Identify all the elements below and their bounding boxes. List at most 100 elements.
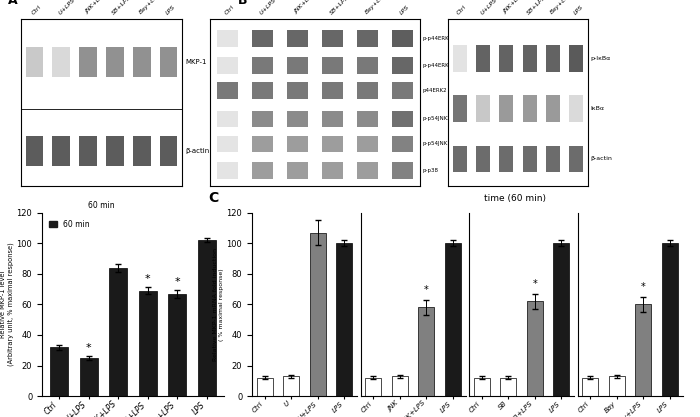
Bar [523, 146, 537, 172]
Text: JNK+LPS: JNK+LPS [85, 0, 107, 15]
Text: B: B [238, 0, 248, 7]
Bar [133, 47, 150, 77]
Bar [453, 95, 467, 122]
Bar [310, 233, 326, 396]
Text: p-p44ERK1: p-p44ERK1 [422, 36, 452, 41]
Bar [109, 268, 127, 396]
Text: JNK+LPS: JNK+LPS [503, 0, 526, 15]
Bar [392, 30, 413, 47]
Text: SB+LPS: SB+LPS [111, 0, 132, 15]
Text: β-actin: β-actin [591, 156, 612, 161]
Bar [662, 243, 678, 396]
Text: U+LPS: U+LPS [57, 0, 76, 15]
Text: *: * [174, 277, 180, 287]
Bar [287, 82, 308, 99]
Text: p-p44ERK2: p-p44ERK2 [422, 63, 452, 68]
Bar [392, 376, 407, 396]
Text: MKP-1: MKP-1 [186, 59, 206, 65]
Text: *: * [145, 274, 150, 284]
Text: C: C [208, 191, 218, 205]
Bar [80, 358, 97, 396]
Text: JNK+LPS: JNK+LPS [294, 0, 316, 15]
Bar [287, 30, 308, 47]
Bar [252, 136, 273, 152]
Bar [287, 57, 308, 74]
Bar [453, 146, 467, 172]
Bar [322, 136, 343, 152]
Bar [636, 304, 651, 396]
Bar [523, 45, 537, 72]
Bar [287, 136, 308, 152]
Bar [252, 111, 273, 127]
Bar [322, 162, 343, 179]
Text: β-actin: β-actin [186, 148, 209, 153]
Bar [106, 47, 124, 77]
Bar [609, 376, 624, 396]
Bar [50, 347, 68, 396]
Text: Bay+LPS: Bay+LPS [364, 0, 388, 15]
Text: *: * [641, 282, 645, 292]
Bar [287, 111, 308, 127]
Bar [569, 146, 583, 172]
Bar [357, 30, 378, 47]
Bar [322, 82, 343, 99]
Text: U+LPS: U+LPS [259, 0, 277, 15]
Bar [336, 243, 352, 396]
Text: SB+LPS: SB+LPS [526, 0, 547, 15]
Bar [453, 45, 467, 72]
Text: 60 min: 60 min [88, 201, 115, 210]
Bar [287, 162, 308, 179]
Bar [217, 111, 238, 127]
Bar [582, 378, 598, 396]
Bar [357, 162, 378, 179]
Bar [392, 136, 413, 152]
Text: LPS: LPS [165, 4, 176, 15]
Bar [499, 45, 513, 72]
Bar [546, 146, 560, 172]
Bar [546, 95, 560, 122]
Bar [160, 47, 177, 77]
Text: time (60 min): time (60 min) [484, 194, 545, 203]
Bar [198, 240, 216, 396]
Text: *: * [533, 279, 537, 289]
Text: p44ERK2: p44ERK2 [422, 88, 447, 93]
Bar [217, 30, 238, 47]
Bar [392, 162, 413, 179]
Bar [474, 378, 490, 396]
Text: LPS: LPS [573, 4, 584, 15]
Bar [357, 136, 378, 152]
Bar [392, 57, 413, 74]
Bar [527, 301, 542, 396]
Bar [546, 45, 560, 72]
Bar [476, 146, 490, 172]
Bar [217, 82, 238, 99]
Bar [419, 307, 434, 396]
Text: SB+LPS: SB+LPS [329, 0, 350, 15]
Text: p-p54JNK1: p-p54JNK1 [422, 141, 451, 146]
Text: Bay+LPS: Bay+LPS [138, 0, 162, 15]
Bar [252, 30, 273, 47]
Text: Ctrl: Ctrl [224, 4, 235, 15]
Y-axis label: Relative MKP-1 level
(Arbitrary unit, % maximal response): Relative MKP-1 level (Arbitrary unit, % … [0, 243, 14, 366]
Bar [52, 47, 70, 77]
Bar [217, 57, 238, 74]
Bar [499, 95, 513, 122]
Text: Bay+LPS: Bay+LPS [550, 0, 573, 15]
Text: LPS: LPS [399, 4, 410, 15]
Bar [133, 136, 150, 166]
Text: p-p54JNK2: p-p54JNK2 [422, 116, 451, 121]
Bar [553, 243, 569, 396]
Text: Ctrl: Ctrl [31, 4, 43, 15]
Bar [252, 162, 273, 179]
Bar [523, 95, 537, 122]
Bar [217, 136, 238, 152]
Text: IκBα: IκBα [591, 106, 605, 111]
Bar [217, 162, 238, 179]
Text: U+LPS: U+LPS [480, 0, 498, 15]
Bar [365, 378, 382, 396]
Bar [284, 376, 299, 396]
Bar [26, 47, 43, 77]
Bar [139, 291, 157, 396]
Bar [569, 45, 583, 72]
Text: A: A [8, 0, 18, 7]
